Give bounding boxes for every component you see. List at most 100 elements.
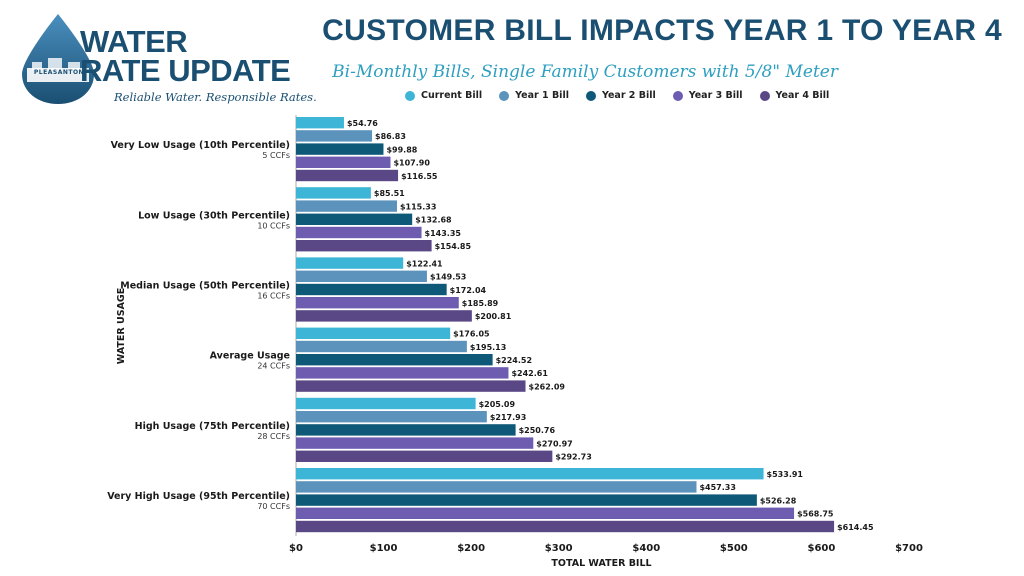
data-label: $99.88 — [386, 145, 417, 154]
logo-tagline: Reliable Water. Responsible Rates. — [114, 90, 317, 104]
logo: PLEASANTON WATER RATE UPDATE Reliable Wa… — [18, 12, 317, 104]
bar — [296, 424, 516, 436]
data-label: $200.81 — [475, 312, 512, 321]
bar — [296, 270, 427, 282]
bar — [296, 380, 526, 392]
bar — [296, 143, 384, 155]
legend-swatch — [672, 90, 683, 101]
data-label: $533.91 — [767, 470, 804, 479]
legend-label: Year 4 Bill — [775, 90, 830, 101]
legend-item: Year 2 Bill — [585, 90, 656, 101]
bar — [296, 354, 493, 366]
legend-swatch — [499, 90, 510, 101]
bar — [296, 213, 413, 225]
bar — [296, 257, 404, 269]
bar — [296, 226, 422, 239]
data-label: $217.93 — [490, 413, 526, 422]
category-sublabel: 10 CCFs — [257, 221, 290, 230]
data-label: $86.83 — [375, 132, 406, 141]
logo-line1: WATER — [80, 24, 188, 59]
bar — [296, 367, 509, 379]
data-label: $176.05 — [453, 330, 490, 339]
category-label: Low Usage (30th Percentile) — [138, 210, 290, 221]
bar — [296, 450, 553, 462]
data-label: $242.61 — [511, 369, 548, 378]
data-label: $262.09 — [529, 382, 566, 391]
bar — [296, 200, 397, 212]
bar — [296, 481, 697, 493]
bar — [296, 169, 399, 182]
data-label: $195.13 — [470, 343, 506, 352]
bar — [296, 494, 757, 506]
bar — [296, 156, 391, 168]
bar — [296, 397, 476, 410]
category-label: High Usage (75th Percentile) — [135, 421, 290, 432]
data-label: $292.73 — [555, 453, 591, 462]
category-label: Average Usage — [210, 351, 290, 362]
data-label: $526.28 — [760, 496, 797, 505]
data-label: $568.75 — [797, 510, 834, 519]
data-label: $122.41 — [406, 259, 443, 268]
legend-item: Current Bill — [405, 90, 482, 101]
legend-item: Year 1 Bill — [499, 90, 569, 101]
chart-title: CUSTOMER BILL IMPACTS YEAR 1 TO YEAR 4 — [322, 14, 1002, 47]
category-sublabel: 28 CCFs — [257, 432, 290, 441]
data-label: $185.89 — [462, 299, 499, 308]
bar — [296, 187, 371, 199]
legend-swatch — [585, 90, 596, 101]
bar — [296, 468, 764, 480]
category-sublabel: 16 CCFs — [257, 292, 290, 301]
logo-line2: RATE UPDATE — [80, 53, 291, 88]
data-label: $115.33 — [400, 202, 436, 211]
x-tick-label: $400 — [632, 543, 660, 554]
data-label: $457.33 — [699, 483, 735, 492]
y-axis-title: WATER USAGE — [116, 288, 127, 364]
x-axis-title: TOTAL WATER BILL — [551, 558, 651, 569]
category-label: Median Usage (50th Percentile) — [120, 281, 290, 292]
data-label: $149.53 — [430, 273, 466, 282]
data-label: $116.55 — [401, 172, 438, 181]
data-label: $614.45 — [837, 523, 874, 532]
x-tick-label: $0 — [289, 543, 303, 554]
x-tick-label: $600 — [808, 543, 836, 554]
bar — [296, 340, 467, 353]
city-name: PLEASANTON — [33, 69, 85, 76]
data-label: $205.09 — [479, 400, 516, 409]
category-label: Very High Usage (95th Percentile) — [107, 491, 290, 502]
x-tick-label: $700 — [895, 543, 923, 554]
legend-item: Year 3 Bill — [672, 90, 743, 101]
legend-item: Year 4 Bill — [759, 90, 830, 101]
bar — [296, 437, 534, 449]
bar — [296, 520, 835, 533]
legend-label: Year 3 Bill — [688, 90, 743, 101]
chart-subtitle: Bi-Monthly Bills, Single Family Customer… — [332, 62, 838, 82]
data-label: $250.76 — [519, 426, 556, 435]
data-label: $54.76 — [347, 119, 378, 128]
data-label: $85.51 — [374, 189, 405, 198]
water-drop-icon — [22, 14, 94, 104]
data-label: $270.97 — [536, 439, 572, 448]
data-label: $143.35 — [425, 229, 462, 238]
category-sublabel: 24 CCFs — [257, 362, 290, 371]
bar — [296, 283, 447, 296]
data-label: $154.85 — [435, 242, 472, 251]
legend: Current Bill Year 1 Bill Year 2 Bill Year 3… — [405, 90, 846, 101]
data-label: $172.04 — [450, 286, 487, 295]
bar — [296, 297, 459, 309]
bar — [296, 327, 451, 339]
bar — [296, 507, 795, 519]
legend-label: Year 2 Bill — [601, 90, 656, 101]
bar — [296, 310, 472, 322]
x-tick-label: $500 — [720, 543, 748, 554]
data-label: $107.90 — [393, 159, 430, 168]
legend-label: Current Bill — [421, 90, 483, 101]
category-sublabel: 5 CCFs — [262, 151, 290, 160]
bar — [296, 240, 432, 252]
category-sublabel: 70 CCFs — [257, 502, 290, 511]
x-tick-label: $200 — [457, 543, 485, 554]
data-label: $224.52 — [496, 356, 532, 365]
x-tick-label: $300 — [545, 543, 573, 554]
category-label: Very Low Usage (10th Percentile) — [111, 140, 290, 151]
data-label: $132.68 — [415, 216, 452, 225]
